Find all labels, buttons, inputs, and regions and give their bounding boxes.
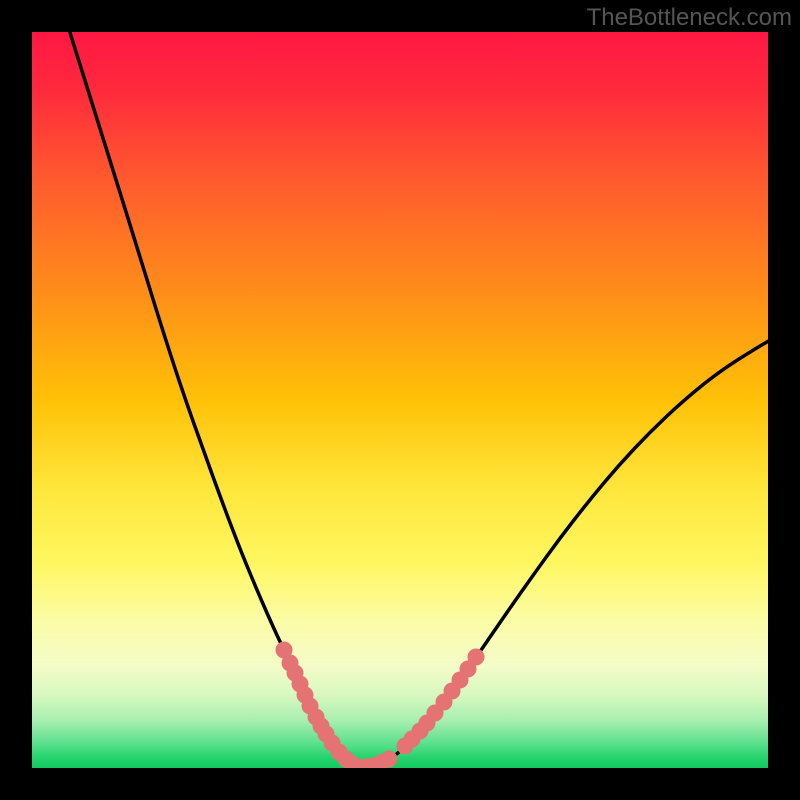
curve-layer (32, 32, 768, 768)
watermark-text: TheBottleneck.com (587, 4, 792, 32)
data-point-marker (381, 751, 398, 768)
figure-root: TheBottleneck.com (0, 0, 800, 800)
data-point-marker (468, 649, 485, 666)
bottleneck-curve (62, 32, 768, 767)
plot-area (32, 32, 768, 768)
